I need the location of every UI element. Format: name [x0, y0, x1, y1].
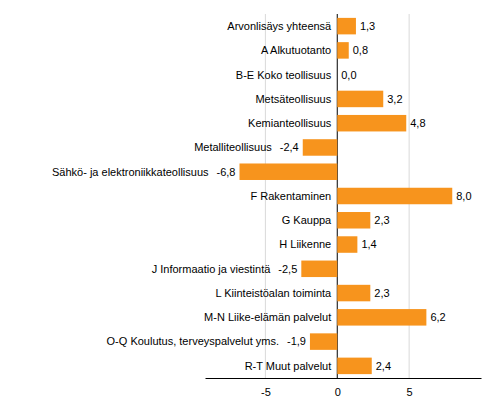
bar	[337, 18, 356, 35]
category-label: L Kiinteistöalan toiminta	[215, 287, 332, 299]
data-label: 2,3	[374, 287, 389, 299]
tick-label: -5	[261, 386, 271, 398]
category-label: Metsäteollisuus	[255, 93, 331, 105]
labels: 1,3 Arvonlisäys yhteensä 0,8 A Alkutuotanto…	[52, 20, 472, 372]
x-axis: -5 0 5	[206, 378, 482, 398]
category-label: M-N Liike-elämän palvelut	[204, 311, 331, 323]
data-label: 4,8	[410, 117, 425, 129]
bar	[301, 261, 337, 278]
data-label: 0,8	[353, 44, 368, 56]
bar	[337, 91, 383, 108]
bar	[310, 333, 337, 350]
bar	[337, 42, 349, 59]
tick: 0	[335, 378, 341, 398]
data-label: -1,9	[287, 335, 306, 347]
data-label: 1,4	[361, 238, 376, 250]
data-label: 2,3	[374, 214, 389, 226]
data-label: -6,8	[217, 166, 236, 178]
bar	[240, 163, 338, 180]
data-label: 3,2	[387, 93, 402, 105]
bar	[337, 212, 370, 229]
tick: 5	[407, 378, 413, 398]
bar	[337, 236, 357, 253]
data-label: 0,0	[341, 69, 356, 81]
category-label: A Alkutuotanto	[261, 44, 331, 56]
tick: -5	[261, 378, 271, 398]
data-label: 1,3	[360, 20, 375, 32]
bar	[337, 358, 372, 375]
category-label: J Informaatio ja viestintä	[152, 263, 271, 275]
category-label: Arvonlisäys yhteensä	[227, 20, 332, 32]
category-label: B-E Koko teollisuus	[236, 69, 332, 81]
tick-label: 5	[407, 386, 413, 398]
tick-label: 0	[335, 386, 341, 398]
category-label: G Kauppa	[282, 214, 332, 226]
category-label: F Rakentaminen	[251, 190, 332, 202]
bar	[337, 66, 338, 83]
category-label: Kemianteollisuus	[248, 117, 332, 129]
axis-line	[206, 378, 482, 379]
data-label: -2,5	[278, 263, 297, 275]
bar	[337, 115, 406, 132]
data-label: 8,0	[456, 190, 471, 202]
bar	[337, 188, 452, 205]
category-label: Metalliteollisuus	[194, 141, 272, 153]
data-label: 2,4	[376, 360, 391, 372]
bar	[303, 139, 338, 156]
category-label: H Liikenne	[279, 238, 331, 250]
bar	[337, 309, 426, 326]
category-label: R-T Muut palvelut	[245, 360, 332, 372]
data-label: 6,2	[430, 311, 445, 323]
data-label: -2,4	[280, 141, 299, 153]
category-label: O-Q Koulutus, terveyspalvelut yms.	[107, 335, 279, 347]
bar	[337, 285, 370, 302]
chart: -5 0 5 1,3 Arvonlisäys yhteensä 0,8 A Alkutuot…	[0, 0, 491, 416]
category-label: Sähkö- ja elektroniikkateollisuus	[52, 166, 209, 178]
